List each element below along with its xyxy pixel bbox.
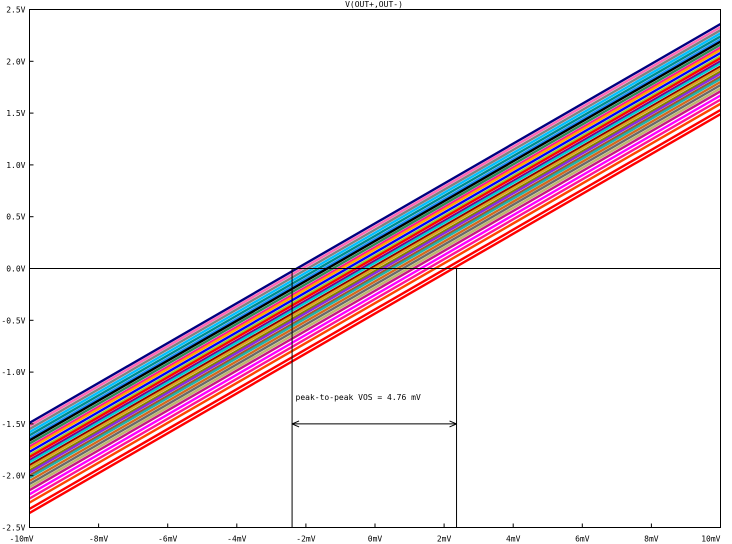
series-line-20 bbox=[28, 75, 722, 477]
y-tick-label: -1.0V bbox=[1, 368, 25, 377]
series-line-16 bbox=[28, 65, 722, 467]
series-line-6 bbox=[28, 38, 722, 440]
y-tick-label: 1.5V bbox=[6, 109, 25, 118]
series-line-19 bbox=[28, 72, 722, 474]
series-line-26 bbox=[28, 94, 722, 496]
x-tick-label: -6mV bbox=[158, 535, 177, 544]
series-line-30 bbox=[28, 113, 722, 515]
series-line-7 bbox=[28, 40, 722, 442]
vos-arrow-head-right bbox=[449, 420, 457, 428]
series-layer bbox=[28, 22, 722, 515]
series-line-3 bbox=[28, 29, 722, 431]
y-tick-label: 1.0V bbox=[6, 161, 25, 170]
chart-title: V(OUT+,OUT-) bbox=[345, 0, 403, 9]
x-tick-label: 4mV bbox=[506, 535, 521, 544]
series-line-10 bbox=[28, 48, 722, 450]
y-tick-label: -0.5V bbox=[1, 316, 25, 325]
series-line-1 bbox=[28, 22, 722, 424]
vos-annotation: peak-to-peak VOS = 4.76 mV bbox=[296, 393, 421, 402]
series-line-24 bbox=[28, 87, 722, 489]
x-tick-label: 0mV bbox=[368, 535, 383, 544]
series-line-5 bbox=[28, 35, 722, 437]
y-tick-label: -1.5V bbox=[1, 420, 25, 429]
y-tick-label: 0.5V bbox=[6, 213, 25, 222]
y-axis: 2.5V 2.0V 1.5V 1.0V 0.5V 0.0V -0.5V -1.0V -1.5V -… bbox=[1, 6, 34, 533]
x-tick-label: 8mV bbox=[644, 535, 659, 544]
x-tick-label: 10mV bbox=[701, 535, 720, 544]
series-line-13 bbox=[28, 57, 722, 459]
series-line-29 bbox=[28, 108, 722, 510]
series-line-15 bbox=[28, 62, 722, 464]
y-tick-label: -2.0V bbox=[1, 472, 25, 481]
series-line-23 bbox=[28, 84, 722, 486]
series-line-11 bbox=[28, 51, 722, 453]
series-line-18 bbox=[28, 70, 722, 472]
series-line-17 bbox=[28, 67, 722, 469]
x-tick-label: 2mV bbox=[437, 535, 452, 544]
series-line-28 bbox=[28, 102, 722, 504]
x-tick-label: -2mV bbox=[296, 535, 315, 544]
series-line-4 bbox=[28, 32, 722, 434]
x-tick-label: 6mV bbox=[575, 535, 590, 544]
series-line-22 bbox=[28, 80, 722, 482]
series-line-2 bbox=[28, 26, 722, 428]
y-tick-label: -2.5V bbox=[1, 524, 25, 533]
y-tick-label: 0.0V bbox=[6, 265, 25, 274]
series-line-9 bbox=[28, 46, 722, 448]
series-line-8 bbox=[28, 43, 722, 445]
x-axis: -10mV -8mV -6mV -4mV -2mV 0mV 2mV 4mV 6mV 8mV 10mV bbox=[10, 523, 721, 544]
vos-arrow-head-left bbox=[291, 420, 300, 428]
series-line-25 bbox=[28, 90, 722, 492]
vos-markers bbox=[29, 268, 721, 528]
series-line-14 bbox=[28, 60, 722, 462]
x-tick-label: -10mV bbox=[10, 535, 34, 544]
y-tick-label: 2.0V bbox=[6, 57, 25, 66]
series-line-12 bbox=[28, 55, 722, 457]
series-line-21 bbox=[28, 77, 722, 479]
y-tick-label: 2.5V bbox=[6, 6, 25, 15]
series-line-27 bbox=[28, 98, 722, 500]
x-tick-label: -8mV bbox=[89, 535, 108, 544]
x-tick-label: -4mV bbox=[227, 535, 246, 544]
